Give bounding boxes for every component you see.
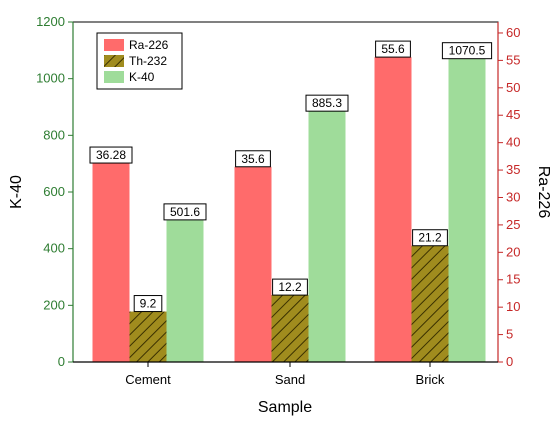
data-label-text: 36.28 [96, 148, 126, 162]
right-tick-label: 50 [506, 80, 520, 95]
x-tick-label: Sand [275, 372, 305, 387]
data-label-text: 35.6 [241, 152, 265, 166]
data-label-box [163, 203, 207, 221]
right-axis-title: Ra-226 [535, 166, 550, 219]
left-tick-label: 600 [43, 184, 65, 199]
x-axis-ticks: Cement Sand Brick [125, 362, 445, 387]
left-axis-title: K-40 [8, 175, 25, 209]
legend-swatch-k40 [104, 71, 124, 83]
right-tick-label: 45 [506, 107, 520, 122]
legend-label-k40: K-40 [129, 70, 155, 84]
data-label-text: 885.3 [312, 96, 342, 110]
data-label: 885.3 [305, 94, 349, 112]
x-tick-label: Brick [416, 372, 445, 387]
right-axis-ticks: 0 5 10 15 20 25 30 35 40 45 50 55 60 [498, 25, 520, 369]
bar-k40-cement [166, 219, 204, 362]
right-tick-label: 40 [506, 135, 520, 150]
data-label-box [272, 278, 308, 296]
data-label-box [89, 146, 133, 164]
data-label-text: 12.2 [278, 280, 302, 294]
right-tick-label: 10 [506, 299, 520, 314]
data-label-text: 9.2 [140, 297, 157, 311]
right-tick-label: 0 [506, 354, 513, 369]
legend-label-ra226: Ra-226 [129, 38, 169, 52]
left-tick-label: 1000 [36, 71, 65, 86]
data-label: 501.6 [163, 203, 207, 221]
data-label: 9.2 [133, 295, 163, 313]
data-label-text: 21.2 [418, 231, 442, 245]
bar-k40-sand [308, 111, 346, 362]
data-label-box [375, 40, 411, 58]
right-tick-label: 55 [506, 52, 520, 67]
data-label-box [133, 295, 163, 313]
data-label: 21.2 [412, 229, 448, 247]
right-tick-label: 15 [506, 272, 520, 287]
left-axis-ticks: 0 200 400 600 800 1000 1200 [36, 14, 73, 369]
left-tick-label: 0 [58, 354, 65, 369]
data-label: 36.28 [89, 146, 133, 164]
data-label-box [235, 150, 271, 168]
data-label-text: 55.6 [381, 42, 405, 56]
right-tick-label: 5 [506, 327, 513, 342]
left-tick-label: 200 [43, 297, 65, 312]
data-label-box [441, 42, 493, 60]
legend-swatch-th232 [104, 55, 124, 67]
right-tick-label: 35 [506, 162, 520, 177]
data-label-text: 501.6 [170, 205, 200, 219]
legend-label-th232: Th-232 [129, 54, 167, 68]
bar-ra226-cement [92, 163, 130, 362]
data-label: 1070.5 [441, 42, 493, 60]
data-label: 55.6 [375, 40, 411, 58]
left-tick-label: 1200 [36, 14, 65, 29]
legend-swatch-ra226 [104, 39, 124, 51]
left-tick-label: 400 [43, 241, 65, 256]
data-label: 35.6 [235, 150, 271, 168]
data-label-box [412, 229, 448, 247]
bars-group [92, 57, 486, 363]
x-tick-label: Cement [125, 372, 171, 387]
bar-ra226-brick [374, 57, 412, 363]
bar-ra226-sand [234, 166, 272, 362]
x-axis-title: Sample [258, 399, 312, 416]
bar-th232-sand [271, 295, 309, 362]
legend: Ra-226 Th-232 K-40 [96, 32, 183, 90]
bar-th232-cement [129, 311, 167, 362]
data-label: 12.2 [272, 278, 308, 296]
bar-k40-brick [448, 58, 486, 363]
right-tick-label: 25 [506, 217, 520, 232]
bar-th232-brick [411, 245, 449, 362]
data-label-text: 1070.5 [449, 44, 486, 58]
data-label-box [305, 94, 349, 112]
left-tick-label: 800 [43, 127, 65, 142]
right-tick-label: 30 [506, 189, 520, 204]
right-tick-label: 20 [506, 244, 520, 259]
data-labels-group: 36.28 9.2 501.6 35.6 12.2 885.3 55.6 21.2 1070.5 [89, 40, 493, 313]
right-tick-label: 60 [506, 25, 520, 40]
